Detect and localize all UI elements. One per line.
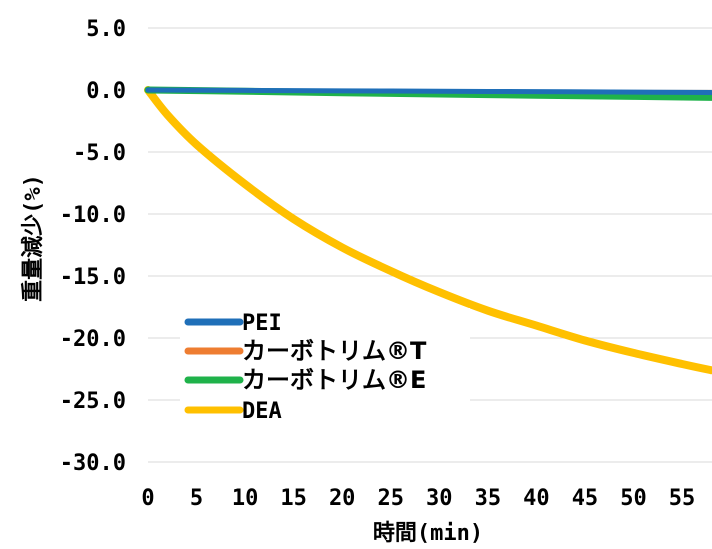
y-tick-label: -20.0 — [60, 327, 126, 352]
y-tick-label: -25.0 — [60, 389, 126, 414]
legend-label-pei: PEI — [242, 311, 282, 336]
x-tick-label: 55 — [669, 486, 696, 511]
y-tick-label: -15.0 — [60, 265, 126, 290]
legend-label-carbotrim-t: カーボトリム®T — [242, 337, 427, 365]
x-tick-label: 10 — [232, 486, 259, 511]
y-tick-label: -5.0 — [73, 141, 126, 166]
series-line-dea — [144, 86, 712, 375]
y-tick-label: 5.0 — [86, 17, 126, 42]
x-tick-label: 35 — [475, 486, 502, 511]
x-tick-label: 40 — [523, 486, 550, 511]
x-tick-label: 5 — [190, 486, 203, 511]
legend-label-dea: DEA — [242, 399, 282, 424]
y-tick-label: 0.0 — [86, 79, 126, 104]
x-tick-label: 15 — [280, 486, 307, 511]
y-tick-label: -10.0 — [60, 203, 126, 228]
x-tick-label: 50 — [620, 486, 647, 511]
x-axis-title: 時間(min) — [373, 521, 483, 546]
x-tick-label: 45 — [572, 486, 599, 511]
x-tick-label: 20 — [329, 486, 356, 511]
x-tick-label: 0 — [141, 486, 154, 511]
y-axis-title: 重量減少(%) — [21, 174, 46, 302]
x-tick-labels: 0 5 10 15 20 25 30 35 40 45 50 55 — [141, 486, 695, 511]
x-tick-label: 30 — [426, 486, 453, 511]
x-tick-label: 25 — [378, 486, 405, 511]
series-layer — [144, 86, 712, 375]
y-tick-labels: 5.0 0.0 -5.0 -10.0 -15.0 -20.0 -25.0 -30.0 — [60, 17, 126, 476]
series-line-pei — [145, 87, 712, 95]
legend-label-carbotrim-e: カーボトリム®E — [242, 366, 426, 394]
y-tick-label: -30.0 — [60, 451, 126, 476]
